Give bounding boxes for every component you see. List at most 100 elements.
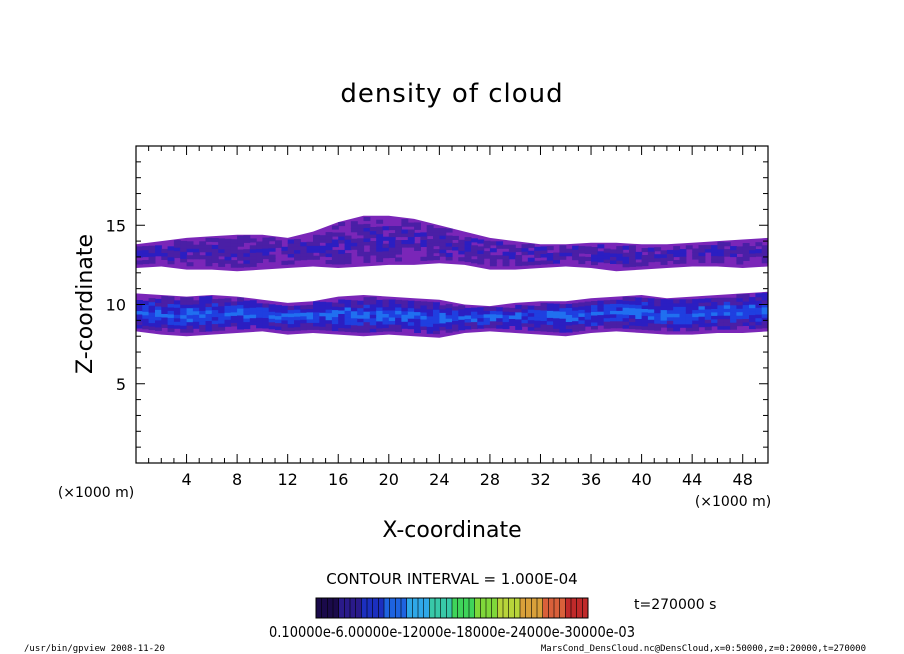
contour-cell (350, 303, 358, 308)
contour-cell (142, 300, 150, 305)
contour-cell (161, 252, 169, 257)
contour-cell (180, 254, 188, 259)
colorbar-segment (344, 598, 351, 618)
contour-cell (534, 323, 542, 328)
contour-cell (262, 310, 270, 315)
contour-cell (186, 262, 194, 267)
colorbar-segment (355, 598, 362, 618)
contour-cell (622, 317, 630, 322)
contour-cell (483, 251, 491, 256)
contour-cell (616, 249, 624, 254)
contour-cell (755, 317, 763, 322)
contour-cell (692, 248, 700, 253)
contour-cell (401, 233, 409, 238)
contour-cell (445, 304, 453, 309)
colorbar-segment (531, 598, 538, 618)
contour-cell (717, 308, 725, 313)
contour-cell (167, 246, 175, 251)
contour-cell (654, 312, 662, 317)
contour-cell (458, 257, 466, 262)
contour-cell (192, 255, 200, 260)
contour-cell (192, 300, 200, 305)
contour-cell (755, 310, 763, 315)
contour-cell (294, 249, 301, 254)
colorbar-segment (440, 598, 447, 618)
contour-cell (578, 305, 586, 310)
contour-cell (142, 321, 150, 326)
contour-cell (616, 260, 624, 265)
contour-cell (230, 263, 238, 268)
contour-cell (275, 319, 282, 324)
contour-cell (603, 321, 611, 326)
contour-cell (704, 319, 712, 324)
contour-cell (629, 262, 636, 267)
contour-cell (679, 316, 687, 321)
contour-cell (458, 315, 466, 320)
contour-cell (660, 250, 668, 255)
contour-cell (622, 310, 630, 315)
contour-cell (477, 260, 485, 265)
contour-cell (502, 321, 510, 326)
contour-cell (704, 248, 712, 253)
contour-cell (350, 221, 358, 226)
contour-cell (584, 301, 592, 306)
contour-cell (350, 242, 358, 247)
contour-cell (610, 249, 617, 254)
contour-cell (603, 307, 611, 312)
contour-cell (761, 248, 768, 253)
contour-cell (161, 320, 169, 325)
contour-cell (268, 321, 276, 326)
contour-cell (211, 258, 219, 263)
contour-cell (698, 316, 706, 321)
contour-cell (173, 243, 181, 248)
colorbar-segment (446, 598, 453, 618)
contour-cell (553, 256, 560, 261)
contour-cell (331, 316, 339, 321)
contour-cell (755, 242, 763, 247)
contour-cell (344, 253, 352, 258)
contour-cell (420, 325, 428, 330)
contour-cell (723, 249, 731, 254)
contour-cell (692, 327, 700, 332)
contour-cell (673, 249, 681, 254)
contour-cell (742, 253, 750, 258)
contour-cell (521, 315, 529, 320)
contour-cell (445, 307, 453, 312)
contour-cell (584, 308, 592, 313)
contour-cell (256, 244, 263, 249)
contour-cell (496, 244, 504, 249)
colorbar-segment (525, 598, 532, 618)
contour-cell (294, 309, 301, 314)
contour-cell (211, 327, 219, 332)
contour-cell (186, 314, 194, 319)
contour-cell (243, 263, 251, 268)
contour-cell (464, 311, 472, 316)
contour-cell (237, 297, 244, 302)
contour-cell (647, 315, 655, 320)
x-tick-label: 16 (328, 470, 348, 489)
contour-cell (641, 262, 649, 267)
contour-cell (300, 308, 308, 313)
contour-cell (338, 323, 346, 328)
contour-cell (749, 249, 756, 254)
contour-cell (407, 304, 415, 309)
contour-cell (711, 311, 718, 316)
contour-cell (306, 325, 314, 330)
contour-cell (742, 321, 750, 326)
contour-cell (698, 323, 706, 328)
contour-cell (376, 324, 384, 329)
contour-cell (211, 323, 219, 328)
contour-cell (407, 240, 415, 245)
contour-cell (167, 310, 175, 315)
contour-cell (521, 319, 529, 324)
contour-cell (761, 245, 768, 250)
contour-cell (603, 248, 611, 253)
contour-cell (319, 305, 327, 310)
contour-cell (363, 300, 371, 305)
colorbar-tick-labels: 0.10000e-6.00000e-12000e-18000e-24000e-3… (269, 623, 635, 641)
x-axis: 4 8 12 16 20 24 28 32 36 40 44 48 (148, 146, 756, 489)
contour-cell (388, 243, 396, 248)
contour-cell (692, 255, 700, 260)
colorbar-segment (514, 598, 521, 618)
contour-cell (357, 238, 365, 243)
